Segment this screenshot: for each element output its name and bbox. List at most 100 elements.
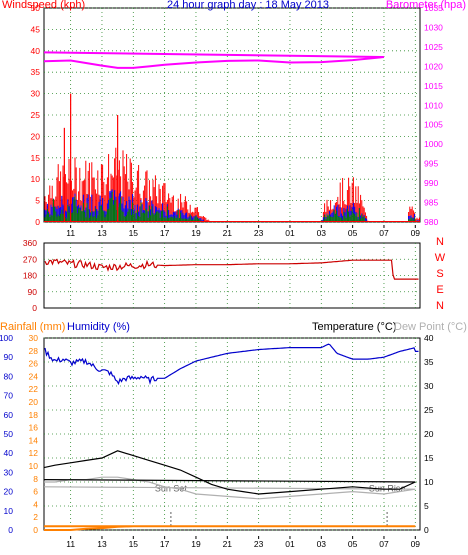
- temperature-line: [43, 450, 416, 495]
- barometer-tick: 1015: [424, 81, 443, 91]
- direction-tick: 360: [23, 238, 37, 248]
- compass-label: N: [436, 236, 444, 248]
- rain-tick: 24: [29, 371, 39, 381]
- humidity-line: [44, 343, 419, 386]
- humidity-tick: 20: [4, 487, 14, 497]
- time-axis-label-top: 03: [317, 228, 327, 238]
- chart-title: 24 hour graph day : 18 May 2013: [167, 0, 329, 11]
- time-axis-label-top: 17: [160, 228, 170, 238]
- humidity-tick: 40: [4, 448, 14, 458]
- time-axis-label-bottom: 23: [254, 539, 264, 549]
- humidity-tick: 60: [4, 410, 14, 420]
- barometer-label: Barometer (hpa): [386, 0, 466, 11]
- direction-tick: 180: [23, 271, 37, 281]
- temperature-tick: 5: [424, 501, 429, 511]
- rain-tick: 28: [29, 346, 39, 356]
- rainfall-line: [44, 525, 416, 531]
- windspeed-tick: 50: [31, 3, 41, 13]
- rain-tick: 16: [29, 423, 39, 433]
- time-axis-label-top: 21: [223, 228, 233, 238]
- windspeed-tick: 45: [31, 24, 41, 34]
- time-axis-label-bottom: 03: [317, 539, 327, 549]
- windspeed-tick: 30: [31, 89, 41, 99]
- time-axis-label-top: 19: [191, 228, 201, 238]
- rain-tick: 26: [29, 359, 39, 369]
- windspeed-tick: 0: [35, 217, 40, 227]
- humidity-tick: 70: [4, 391, 14, 401]
- dewpoint-label: Dew Point (°C): [394, 321, 467, 333]
- humidity-tick: 90: [4, 352, 14, 362]
- time-axis-label-bottom: 07: [379, 539, 389, 549]
- rain-tick: 0: [33, 525, 38, 535]
- time-axis-label-bottom: 01: [285, 539, 295, 549]
- rain-tick: 6: [33, 487, 38, 497]
- barometer-line: [43, 51, 385, 69]
- humidity-label: Humidity (%): [67, 321, 130, 333]
- temperature-tick: 25: [424, 405, 434, 415]
- barometer-tick: 1030: [424, 22, 443, 32]
- humidity-tick: 0: [8, 525, 13, 535]
- time-axis-label-top: 11: [66, 228, 75, 238]
- barometer-tick: 1025: [424, 42, 443, 52]
- compass-label: N: [436, 300, 444, 312]
- compass-label: W: [435, 252, 446, 264]
- time-axis-label-bottom: 15: [129, 539, 139, 549]
- humidity-tick: 10: [4, 506, 14, 516]
- time-axis-label-top: 07: [379, 228, 389, 238]
- compass-label: E: [436, 284, 443, 296]
- rain-tick: 22: [29, 384, 39, 394]
- barometer-tick: 985: [424, 198, 438, 208]
- time-axis-label-bottom: 05: [348, 539, 358, 549]
- windspeed-tick: 10: [31, 174, 41, 184]
- rainfall-label: Rainfall (mm): [0, 321, 65, 333]
- direction-tick: 270: [23, 254, 37, 264]
- rain-tick: 8: [33, 474, 38, 484]
- rain-tick: 12: [29, 448, 39, 458]
- barometer-tick: 1005: [424, 120, 443, 130]
- barometer-tick: 1010: [424, 100, 443, 110]
- rain-tick: 2: [33, 512, 38, 522]
- temperature-tick: 40: [424, 333, 434, 343]
- windspeed-tick: 35: [31, 67, 41, 77]
- windspeed-label: Windspeed (kph): [2, 0, 85, 11]
- humidity-tick: 50: [4, 429, 14, 439]
- windspeed-tick: 40: [31, 46, 41, 56]
- barometer-tick: 1035: [424, 3, 443, 13]
- windspeed-tick: 25: [31, 110, 41, 120]
- barometer-tick: 980: [424, 217, 438, 227]
- rain-tick: 4: [33, 499, 38, 509]
- temperature-tick: 30: [424, 381, 434, 391]
- time-axis-label-bottom: 19: [191, 539, 201, 549]
- sunset-label: Sun Set: [155, 484, 188, 494]
- humidity-tick: 100: [0, 333, 13, 343]
- windspeed-tick: 20: [31, 131, 41, 141]
- time-axis-label-top: 05: [348, 228, 358, 238]
- windspeed-tick: 5: [35, 196, 40, 206]
- time-axis-label-bottom: 13: [97, 539, 107, 549]
- temperature-tick: 10: [424, 477, 434, 487]
- windspeed-tick: 15: [31, 153, 41, 163]
- humidity-tick: 80: [4, 371, 14, 381]
- temperature-tick: 35: [424, 357, 434, 367]
- rain-tick: 18: [29, 410, 39, 420]
- humidity-tick: 30: [4, 467, 14, 477]
- barometer-tick: 995: [424, 159, 438, 169]
- time-axis-label-top: 13: [97, 228, 107, 238]
- direction-line: [44, 258, 419, 280]
- rain-tick: 14: [29, 435, 39, 445]
- rain-tick: 10: [29, 461, 39, 471]
- temperature-label: Temperature (°C): [312, 321, 396, 333]
- temperature-tick: 15: [424, 453, 434, 463]
- time-axis-label-bottom: 09: [411, 539, 421, 549]
- time-axis-label-bottom: 17: [160, 539, 170, 549]
- time-axis-label-top: 23: [254, 228, 264, 238]
- time-axis-label-top: 09: [411, 228, 421, 238]
- direction-tick: 90: [28, 287, 38, 297]
- barometer-tick: 1020: [424, 61, 443, 71]
- direction-tick: 0: [32, 303, 37, 313]
- time-axis-label-bottom: 21: [223, 539, 233, 549]
- barometer-tick: 1000: [424, 139, 443, 149]
- time-axis-label-bottom: 11: [66, 539, 75, 549]
- rain-tick: 30: [29, 333, 39, 343]
